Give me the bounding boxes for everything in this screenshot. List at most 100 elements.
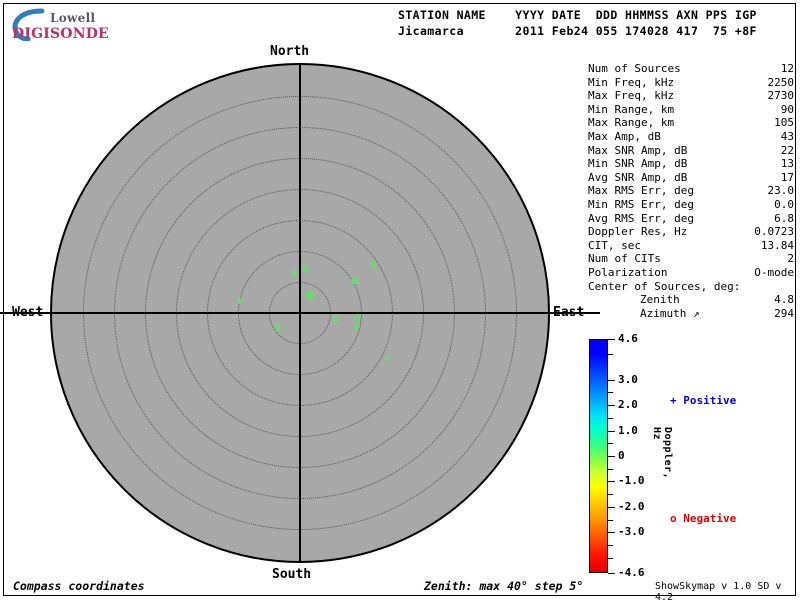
param-label: Max SNR Amp, dB <box>588 143 688 157</box>
version-info-label: ShowSkymap v 1.0 SD v 4.2 <box>655 581 782 603</box>
lowell-digisonde-logo: Lowell DIGISONDE <box>12 7 109 43</box>
colorbar-minor-tick <box>608 494 613 495</box>
center-of-sources-azimuth-value: 294 <box>774 306 794 320</box>
direction-label-west: West <box>12 305 44 320</box>
param-label: Avg SNR Amp, dB <box>588 170 688 184</box>
direction-label-north: North <box>270 44 310 59</box>
source-marker-circle-6: o <box>354 310 362 324</box>
colorbar-tick-label: -4.6 <box>618 566 645 579</box>
param-row: Max Freq, kHz 2730 <box>588 89 794 103</box>
header-column-row: STATION NAME YYYY DATE DDD HHMMSS AXN PP… <box>398 8 757 22</box>
logo-lowell-text: Lowell <box>50 11 96 25</box>
source-marker-circle-11: o <box>332 311 340 325</box>
north-south-axis <box>299 63 301 563</box>
param-value: 13.84 <box>760 238 794 252</box>
colorbar-minor-tick <box>608 545 613 546</box>
center-of-sources-azimuth-label: Azimuth ↗ <box>640 306 700 320</box>
colorbar-tick-label: 3.0 <box>618 373 638 386</box>
center-of-sources-azimuth-row: Azimuth ↗ 294 <box>588 307 794 321</box>
colorbar-tick <box>608 532 615 533</box>
param-value: 0.0 <box>774 197 794 211</box>
station-header: STATION NAME YYYY DATE DDD HHMMSS AXN PP… <box>398 7 757 39</box>
param-value: 0.0723 <box>754 225 794 239</box>
param-value: 23.0 <box>767 184 795 198</box>
param-row: Polarization O-mode <box>588 266 794 280</box>
legend-negative: o Negative <box>670 512 737 525</box>
source-marker-plus-8: + <box>236 293 244 307</box>
param-label: Min Freq, kHz <box>588 75 675 89</box>
center-of-sources-zenith-row: Zenith 4.8 <box>588 293 794 307</box>
param-row: Min SNR Amp, dB 13 <box>588 157 794 171</box>
param-row: Max SNR Amp, dB 22 <box>588 144 794 158</box>
param-label: Doppler Res, Hz <box>588 225 688 239</box>
param-label: Min Range, km <box>588 102 675 116</box>
param-row: Max Range, km 105 <box>588 116 794 130</box>
param-label: Num of Sources <box>588 62 681 75</box>
colorbar-minor-tick <box>608 443 613 444</box>
colorbar-minor-tick <box>608 354 613 355</box>
param-row: Min RMS Err, deg 0.0 <box>588 198 794 212</box>
param-row: Avg SNR Amp, dB 17 <box>588 171 794 185</box>
param-label: Max Amp, dB <box>588 129 661 143</box>
param-label: Min SNR Amp, dB <box>588 157 688 171</box>
colorbar-gradient <box>589 339 608 573</box>
param-label: Max RMS Err, deg <box>588 184 694 198</box>
param-row: Min Range, km 90 <box>588 103 794 117</box>
param-label: Avg RMS Err, deg <box>588 211 694 225</box>
param-value: 12 <box>780 62 794 75</box>
param-row: Max RMS Err, deg 23.0 <box>588 184 794 198</box>
param-row: Num of CITs 2 <box>588 252 794 266</box>
param-value: 13 <box>780 157 794 171</box>
colorbar-tick <box>608 380 615 381</box>
param-value: 90 <box>780 102 794 116</box>
param-row: Doppler Res, Hz 0.0723 <box>588 225 794 239</box>
logo-digisonde-text: DIGISONDE <box>12 26 109 42</box>
colorbar-minor-tick <box>608 392 613 393</box>
colorbar-tick <box>608 481 615 482</box>
colorbar-minor-tick <box>608 469 613 470</box>
source-marker-circle-5: o <box>351 273 359 287</box>
compass-coordinates-label: Compass coordinates <box>13 579 145 593</box>
param-row: CIT, sec 13.84 <box>588 239 794 253</box>
center-of-sources-header: Center of Sources, deg: <box>588 279 741 293</box>
source-marker-plus-12: + <box>384 352 392 366</box>
window-frame <box>3 3 796 596</box>
center-of-sources-zenith-value: 4.8 <box>774 293 794 307</box>
direction-label-south: South <box>272 567 312 582</box>
param-label: Max Range, km <box>588 116 675 130</box>
colorbar-tick <box>608 507 615 508</box>
param-label: Polarization <box>588 265 668 279</box>
param-label: Num of CITs <box>588 252 661 266</box>
logo-arc-icon <box>12 8 45 41</box>
param-value: 2 <box>787 252 794 266</box>
center-of-sources-zenith-label: Zenith <box>640 293 680 307</box>
direction-label-east: East <box>553 305 585 320</box>
colorbar-tick <box>608 339 615 340</box>
parameter-list: Num of Sources 12 Min Freq, kHz 2250 Max Fre… <box>588 62 794 320</box>
colorbar-tick-label: -3.0 <box>618 525 645 538</box>
colorbar-minor-tick <box>608 520 613 521</box>
colorbar-tick-label: 2.0 <box>618 398 638 411</box>
param-label: Min RMS Err, deg <box>588 197 694 211</box>
colorbar-minor-tick <box>608 418 613 419</box>
colorbar-tick <box>608 405 615 406</box>
source-marker-circle-4: o <box>370 257 378 271</box>
colorbar-tick-label: 4.6 <box>618 332 638 345</box>
colorbar-tick-label: 1.0 <box>618 424 638 437</box>
param-label: Max Freq, kHz <box>588 89 675 103</box>
param-value: 43 <box>780 129 794 143</box>
header-value-row: Jicamarca 2011 Feb24 055 174028 417 75 +… <box>398 24 757 38</box>
source-marker-circle-9: o <box>305 287 313 301</box>
source-marker-plus-1: + <box>291 266 299 280</box>
param-value: 2730 <box>767 89 795 103</box>
param-row: Max Amp, dB 43 <box>588 130 794 144</box>
param-value: 22 <box>780 143 794 157</box>
colorbar-tick <box>608 456 615 457</box>
param-row: Avg RMS Err, deg 6.8 <box>588 212 794 226</box>
skymap-polar-plot[interactable]: + o o o o o + + o o o + <box>0 63 600 563</box>
param-row: Min Freq, kHz 2250 <box>588 76 794 90</box>
source-marker-circle-3: o <box>308 288 316 302</box>
colorbar-tick-label: 0 <box>618 449 625 462</box>
param-value: 105 <box>774 116 794 130</box>
